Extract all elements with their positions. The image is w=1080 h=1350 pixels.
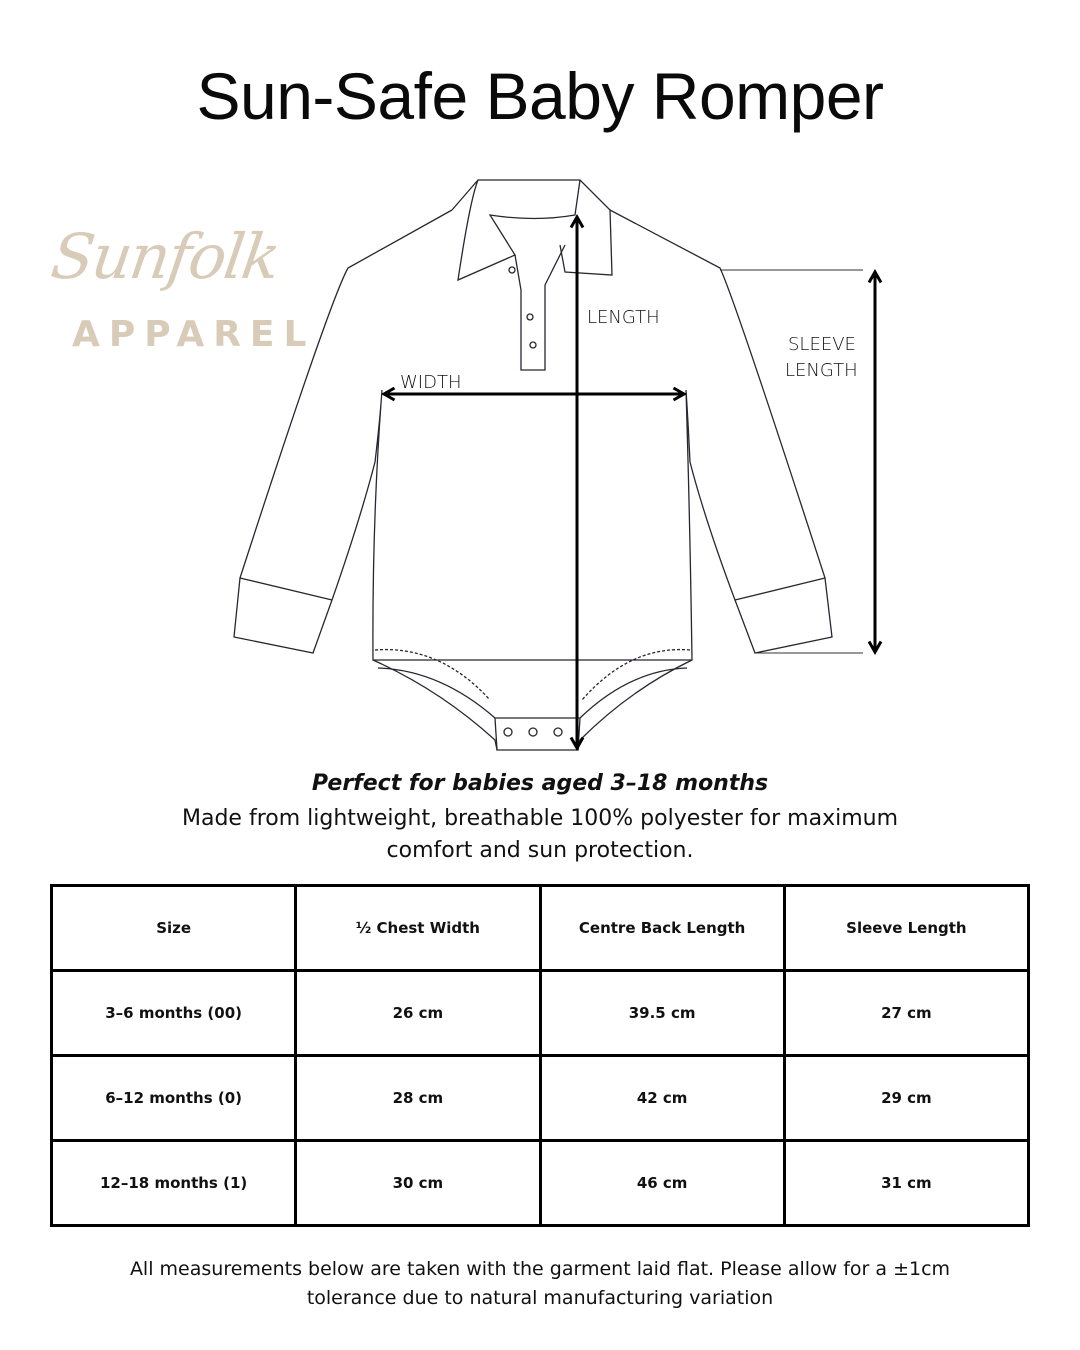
table-cell: 3–6 months (00): [49, 969, 298, 1057]
header-cell: ½ Chest Width: [294, 884, 542, 972]
header-cell: Sleeve Length: [782, 884, 1031, 972]
table-cell: 12–18 months (1): [49, 1139, 298, 1227]
table-cell: 46 cm: [538, 1139, 786, 1227]
table-cell: 30 cm: [294, 1139, 542, 1227]
header-cell: Centre Back Length: [538, 884, 786, 972]
tagline: Perfect for babies aged 3–18 months: [311, 771, 769, 796]
length-label: LENGTH: [587, 307, 660, 328]
left-cuff-seam: [239, 577, 333, 601]
table-cell: 27 cm: [782, 969, 1031, 1057]
page-title: Sun-Safe Baby Romper: [196, 59, 884, 133]
table-cell: 42 cm: [538, 1054, 786, 1142]
table-cell: 6–12 months (0): [49, 1054, 298, 1142]
brand-logo: Sunfolk APPAREL: [47, 220, 307, 360]
sleeve-label-line1: SLEEVE: [788, 334, 856, 355]
table-row: 3–6 months (00) 26 cm 39.5 cm 27 cm: [49, 969, 1031, 1057]
snap-tab: [494, 717, 581, 751]
description: Made from lightweight, breathable 100% p…: [182, 806, 898, 863]
footer-note: All measurements below are taken with th…: [129, 1258, 951, 1309]
table-cell: 31 cm: [782, 1139, 1031, 1227]
logo-subtitle: APPAREL: [72, 314, 316, 355]
table-cell: 29 cm: [782, 1054, 1031, 1142]
size-table: Size ½ Chest Width Centre Back Length Sl…: [49, 884, 1031, 1227]
sleeve-label-line2: LENGTH: [785, 360, 858, 381]
table-header-row: Size ½ Chest Width Centre Back Length Sl…: [49, 884, 1031, 972]
leg-opening-left: [372, 659, 498, 751]
romper-body-outline: [233, 209, 833, 661]
table-cell: 39.5 cm: [538, 969, 786, 1057]
table-row: 6–12 months (0) 28 cm 42 cm 29 cm: [49, 1054, 1031, 1142]
table-cell: 26 cm: [294, 969, 542, 1057]
right-cuff-seam: [734, 577, 826, 601]
width-label: WIDTH: [400, 372, 462, 393]
table-row: 12–18 months (1) 30 cm 46 cm 31 cm: [49, 1139, 1031, 1227]
placket: [514, 244, 566, 371]
collar: [451, 179, 613, 282]
header-cell: Size: [49, 884, 298, 972]
table-cell: 28 cm: [294, 1054, 542, 1142]
